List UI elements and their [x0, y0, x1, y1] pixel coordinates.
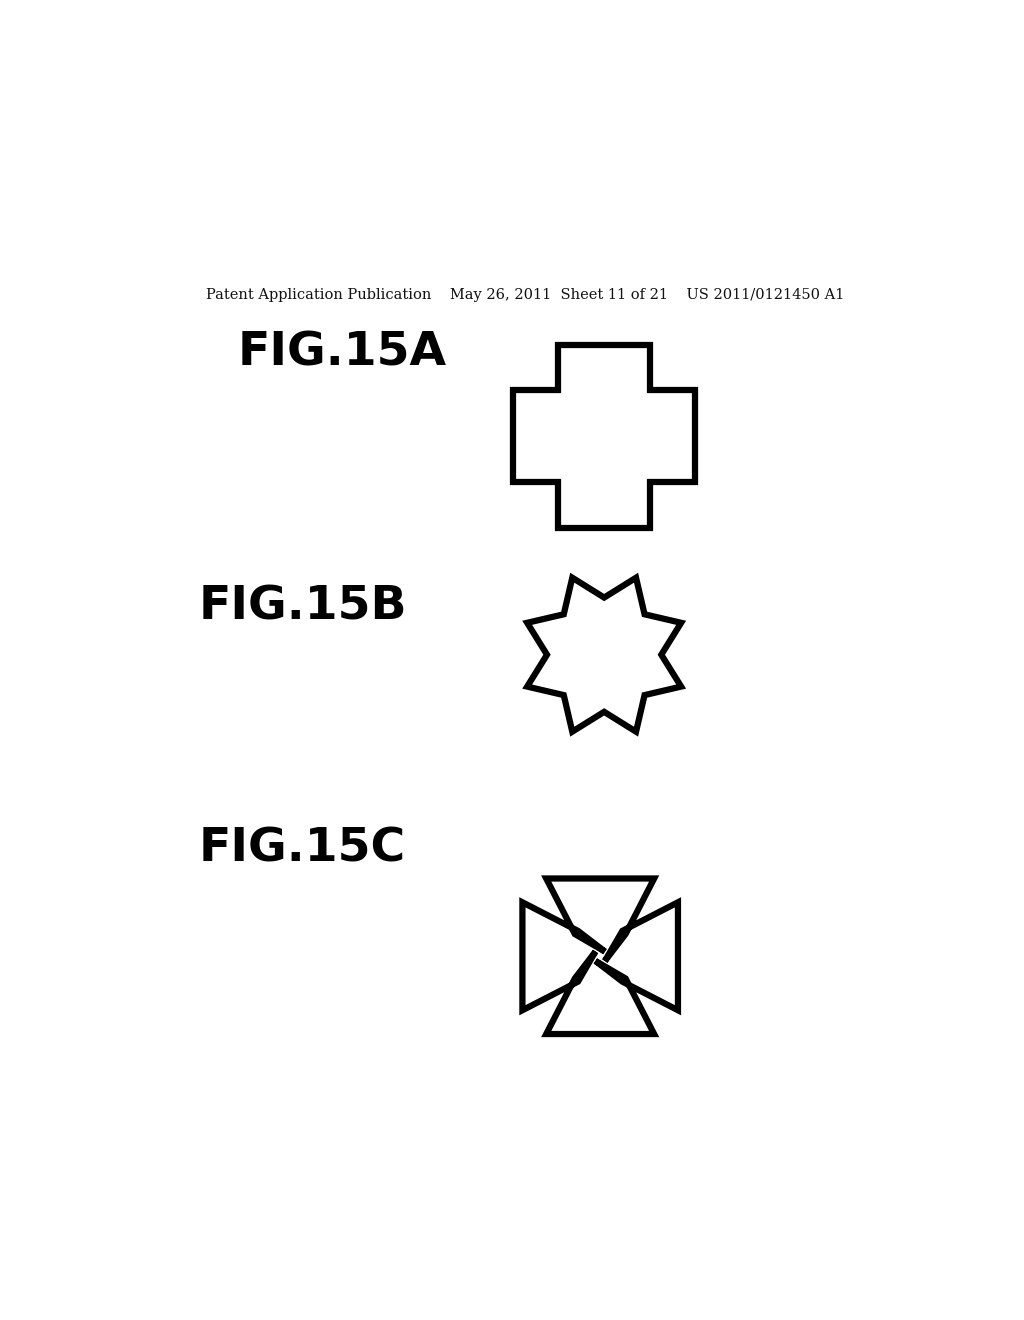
Text: FIG.15B: FIG.15B: [199, 585, 407, 630]
Text: Patent Application Publication    May 26, 2011  Sheet 11 of 21    US 2011/012145: Patent Application Publication May 26, 2…: [206, 288, 844, 302]
Text: FIG.15C: FIG.15C: [199, 826, 407, 871]
Text: FIG.15A: FIG.15A: [238, 330, 446, 376]
